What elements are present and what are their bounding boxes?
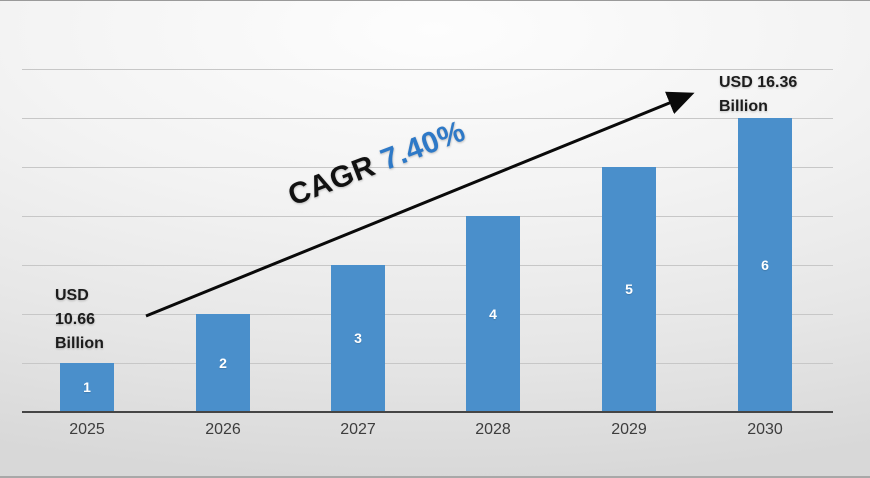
- gridline: [22, 363, 833, 364]
- end-value-annotation: USD 16.36 Billion: [719, 71, 797, 119]
- cagr-label: CAGR: [283, 149, 380, 213]
- x-tick-2030: 2030: [747, 421, 783, 438]
- x-tick-2027: 2027: [340, 421, 376, 438]
- bar-2028: 4: [466, 216, 520, 411]
- bar-2030: 6: [738, 118, 792, 411]
- x-tick-2026: 2026: [205, 421, 241, 438]
- gridline: [22, 314, 833, 315]
- bar-index-label: 1: [83, 379, 91, 395]
- gridline: [22, 265, 833, 266]
- start-value-line3: Billion: [55, 335, 104, 352]
- x-tick-2028: 2028: [475, 421, 511, 438]
- end-value-line2: Billion: [719, 98, 768, 115]
- x-tick-2025: 2025: [69, 421, 105, 438]
- gridline: [22, 216, 833, 217]
- start-value-annotation: USD 10.66 Billion: [55, 284, 104, 356]
- bar-index-label: 6: [761, 256, 769, 273]
- bar-index-label: 2: [219, 354, 227, 371]
- x-tick-2029: 2029: [611, 421, 647, 438]
- bar-2026: 2: [196, 314, 250, 411]
- gridline: [22, 69, 833, 70]
- gridline: [22, 118, 833, 119]
- gridline: [22, 167, 833, 168]
- bar-2025: 1: [60, 363, 114, 411]
- cagr-annotation: CAGR 7.40%: [264, 107, 491, 221]
- end-value-line1: USD 16.36: [719, 74, 798, 91]
- bar-index-label: 5: [625, 281, 633, 297]
- start-value-line1: USD: [55, 287, 89, 304]
- start-value-line2: 10.66: [55, 311, 96, 328]
- bar-index-label: 4: [489, 305, 497, 322]
- bar-2027: 3: [331, 265, 385, 411]
- bar-2029: 5: [602, 167, 656, 411]
- bar-index-label: 3: [354, 330, 362, 346]
- x-axis-line: [22, 411, 833, 413]
